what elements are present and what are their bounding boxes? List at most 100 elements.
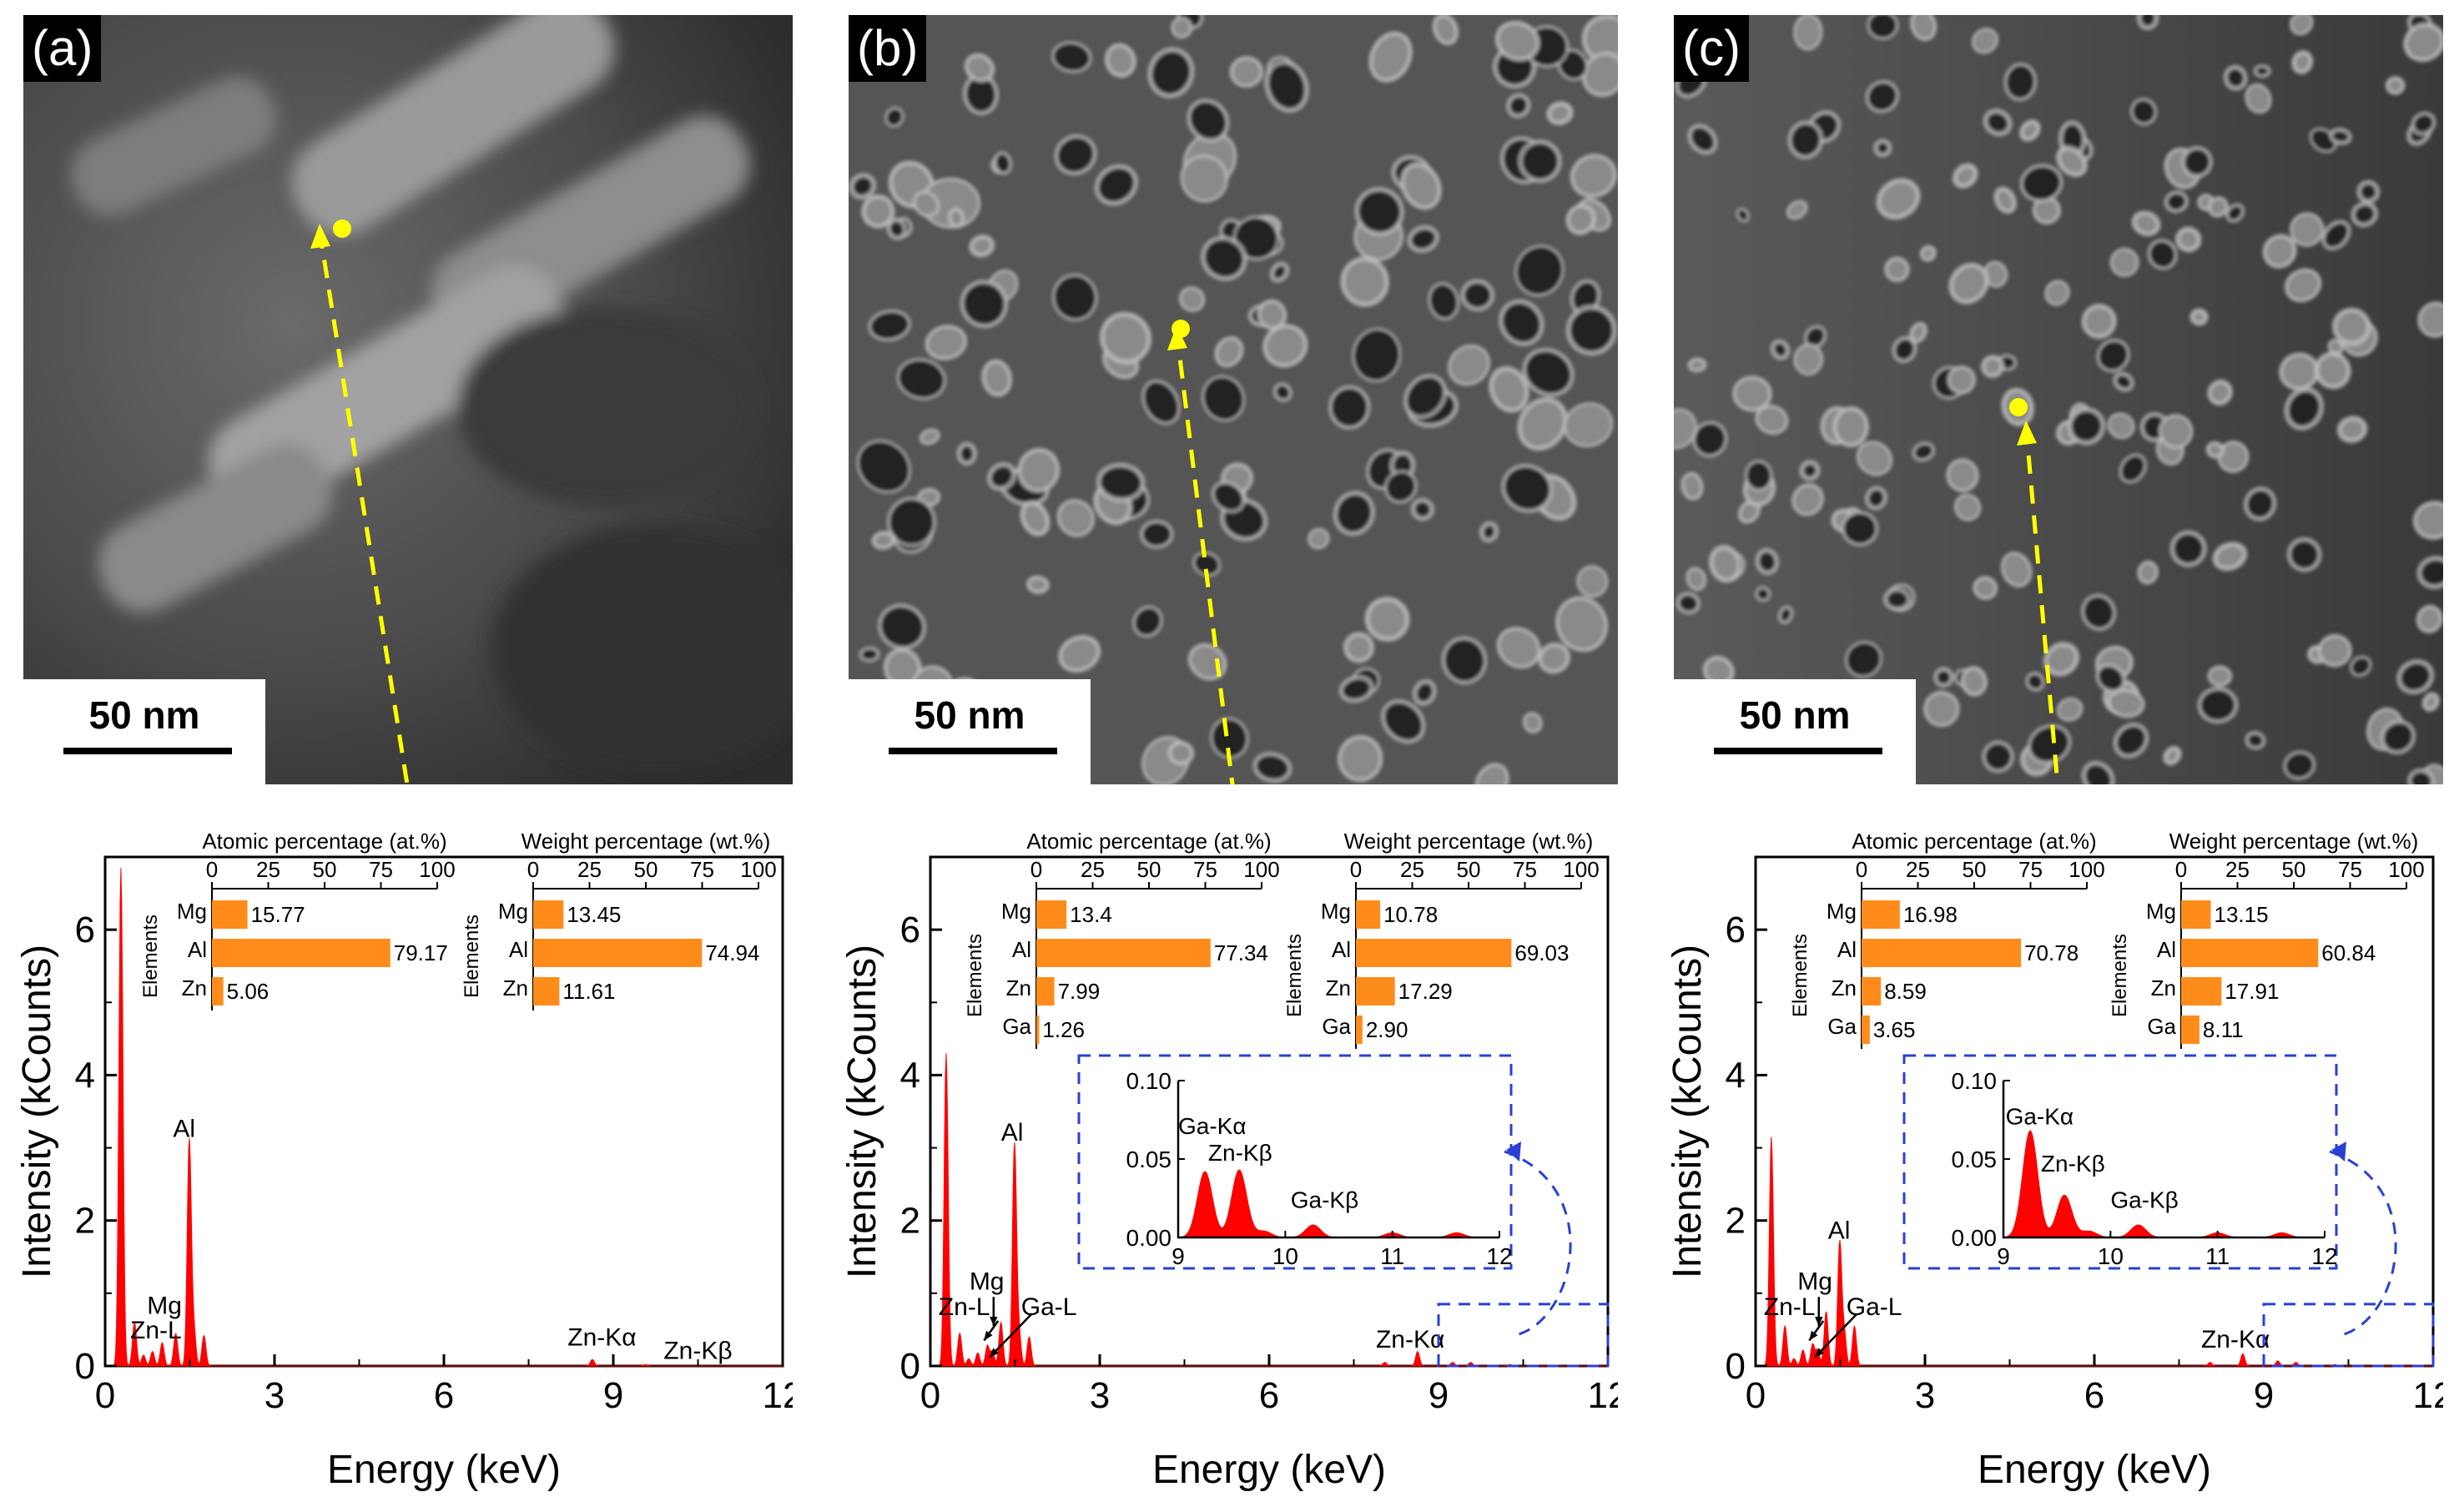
particle [1460,279,1495,312]
particle [1983,108,2013,137]
particle [2207,665,2233,688]
y-tick-label: 0 [75,1346,95,1387]
bar-category-label: Al [2157,937,2176,962]
particle [1912,441,1936,462]
particle [2080,593,2117,632]
scale-bar-line [1714,748,1882,754]
particle [969,234,995,258]
particle [2000,552,2033,588]
panel-label: (b) [849,15,927,82]
inset-y-tick: 0.05 [1952,1147,1998,1172]
y-tick-label: 2 [75,1201,95,1242]
particle [1399,162,1442,210]
particle [1565,305,1617,356]
particle [956,441,977,466]
particle [1441,636,1488,685]
x-tick-label: 6 [434,1375,454,1416]
particle [2407,768,2436,784]
eds-spectrum-a: 0 3 6 9 12 0 2 4 6 Energy (keV) Intensity (kCounts… [0,814,803,1508]
panel-label: (a) [23,15,102,82]
particle [1328,385,1371,430]
inset-x-tick: 9 [1172,1243,1185,1269]
bar-tick-label: 100 [740,857,776,882]
y-tick-label: 6 [1726,910,1746,950]
particle [886,217,908,241]
analysis-point [1172,320,1190,338]
particle [1581,52,1618,98]
particle [859,646,880,663]
particle [2421,692,2441,713]
particle [2113,371,2134,392]
particle [1333,491,1376,537]
particle [986,461,1017,491]
bar-chart-title: Atomic percentage (at.%) [1026,829,1271,854]
particle [2283,750,2316,780]
bar-category-label: Mg [2146,899,2176,924]
particle [1686,567,1707,592]
particle [2207,196,2229,218]
particle [1447,344,1491,386]
composition-bar [533,900,564,929]
particle [1952,163,1978,189]
particle [1865,79,1900,113]
particle [2380,719,2416,755]
particle [2107,688,2145,718]
particle [1841,511,1879,547]
particles [1674,15,2443,784]
scale-bar: 50 nm [849,679,1091,784]
bar-tick-label: 25 [256,857,280,882]
zoom-region-box [1437,1303,1610,1368]
particle [2205,441,2225,459]
bar-tick-label: 0 [206,857,218,882]
particle [1403,374,1448,420]
particle [2329,127,2352,145]
bar-category-label: Zn [2151,975,2176,1000]
scale-bar-label: 50 nm [914,693,1025,737]
particle [1708,544,1742,583]
particle [2019,164,2063,203]
particle [2109,247,2139,278]
particle [1980,355,2005,379]
particle [1167,740,1195,766]
composition-bar [212,977,224,1005]
particle [1340,256,1390,307]
inset-x-tick: 11 [2205,1243,2230,1269]
particle [1563,402,1614,448]
bar-tick-label: 25 [577,857,602,882]
particle [1960,666,1988,697]
particle [2321,219,2351,251]
bar-value-label: 1.26 [1042,1017,1085,1042]
particle [1054,134,1097,176]
peak-label: Mg [970,1268,1005,1296]
particle [1051,41,1092,73]
particle [884,106,904,128]
particle [2169,530,2207,567]
bar-value-label: 13.4 [1070,902,1112,927]
particle [2131,210,2161,237]
peak-label: Zn-L [939,1293,990,1321]
composition-bar [1036,900,1067,929]
particles [849,15,1618,784]
particle [2207,379,2234,406]
particle [1882,587,1912,612]
particle [2245,83,2272,114]
particle [1932,667,1954,688]
plot-frame [103,855,784,1368]
particle [1096,462,1146,502]
particle [871,530,896,551]
particle [1576,565,1609,598]
bar-value-label: 69.03 [1514,940,1569,965]
bar-value-label: 74.94 [705,940,759,965]
y-tick-label: 0 [900,1346,920,1387]
bar-category-label: Zn [1006,975,1031,1000]
spectrum-chart-a: 0 3 6 9 12 0 2 4 6 Energy (keV) Intensity (kCounts… [15,829,803,1492]
particle [2107,412,2135,440]
x-tick-label: 6 [1259,1375,1279,1416]
peak-label: Mg [147,1292,182,1319]
bar-chart-title: Atomic percentage (at.%) [202,829,446,854]
particle [1953,493,1982,522]
scale-bar-line [889,748,1057,754]
particle [2018,118,2041,142]
